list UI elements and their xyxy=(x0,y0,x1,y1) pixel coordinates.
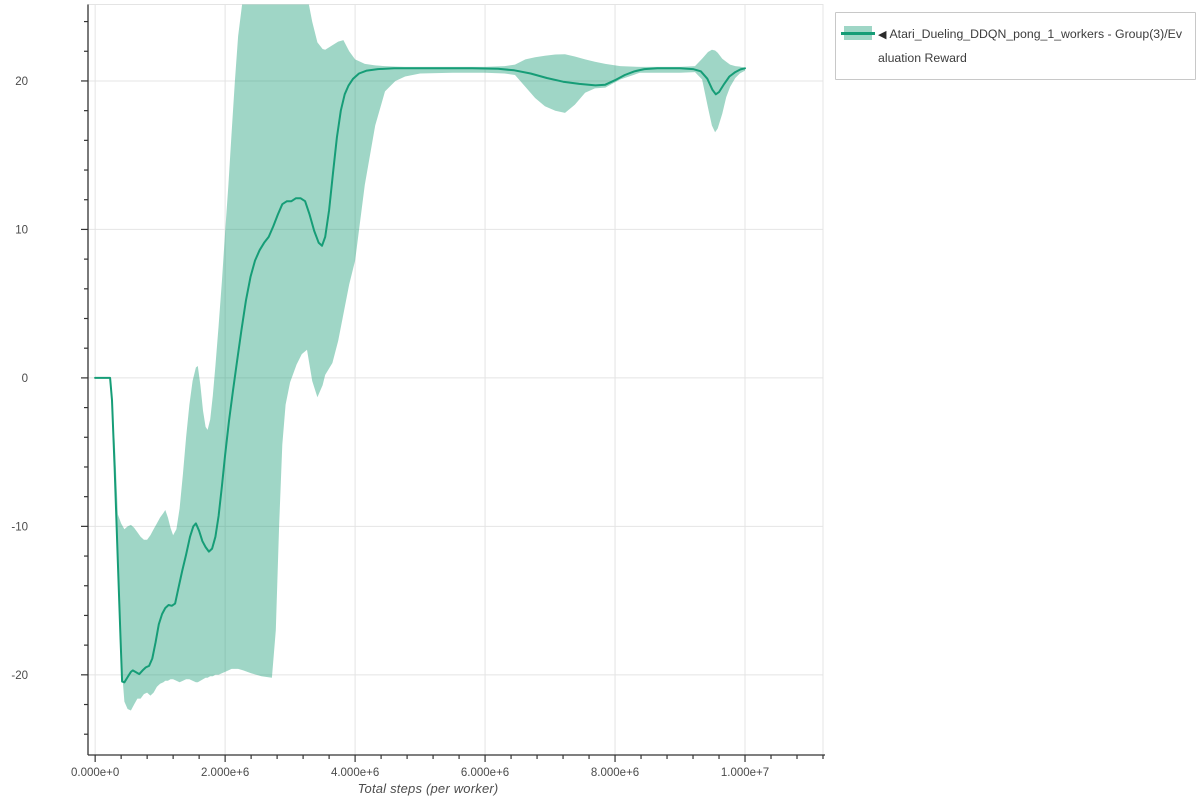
tick-label-layer: 0.000e+0 2.000e+6 4.000e+6 6.000e+6 8.000e+6… xyxy=(11,76,769,779)
legend-entry: ◀ Atari_Dueling_DDQN_pong_1_workers - Gro… xyxy=(878,23,1185,70)
legend-swatch-icon xyxy=(841,26,875,40)
legend[interactable]: ◀ Atari_Dueling_DDQN_pong_1_workers - Gro… xyxy=(835,12,1196,80)
y-tick-label: -20 xyxy=(11,670,28,682)
legend-series-label: Atari_Dueling_DDQN_pong_1_workers - Grou… xyxy=(878,27,1182,65)
x-tick-label: 2.000e+6 xyxy=(201,767,249,779)
x-axis-title: Total steps (per worker) xyxy=(357,781,499,796)
y-tick-label: 20 xyxy=(15,76,28,88)
x-tick-label: 1.000e+7 xyxy=(721,767,769,779)
x-tick-label: 4.000e+6 xyxy=(331,767,379,779)
confidence-band xyxy=(114,4,745,711)
plot-area xyxy=(94,4,746,711)
mean-line xyxy=(94,67,746,684)
legend-line-swatch xyxy=(841,31,875,35)
tick-layer xyxy=(81,20,824,762)
x-tick-label: 6.000e+6 xyxy=(461,767,509,779)
x-tick-label: 0.000e+0 xyxy=(71,767,119,779)
y-tick-label: -10 xyxy=(11,521,28,533)
y-tick-label: 10 xyxy=(15,224,28,236)
y-tick-label: 0 xyxy=(22,373,28,385)
legend-collapse-marker-icon[interactable]: ◀ xyxy=(878,29,887,41)
x-tick-label: 8.000e+6 xyxy=(591,767,639,779)
